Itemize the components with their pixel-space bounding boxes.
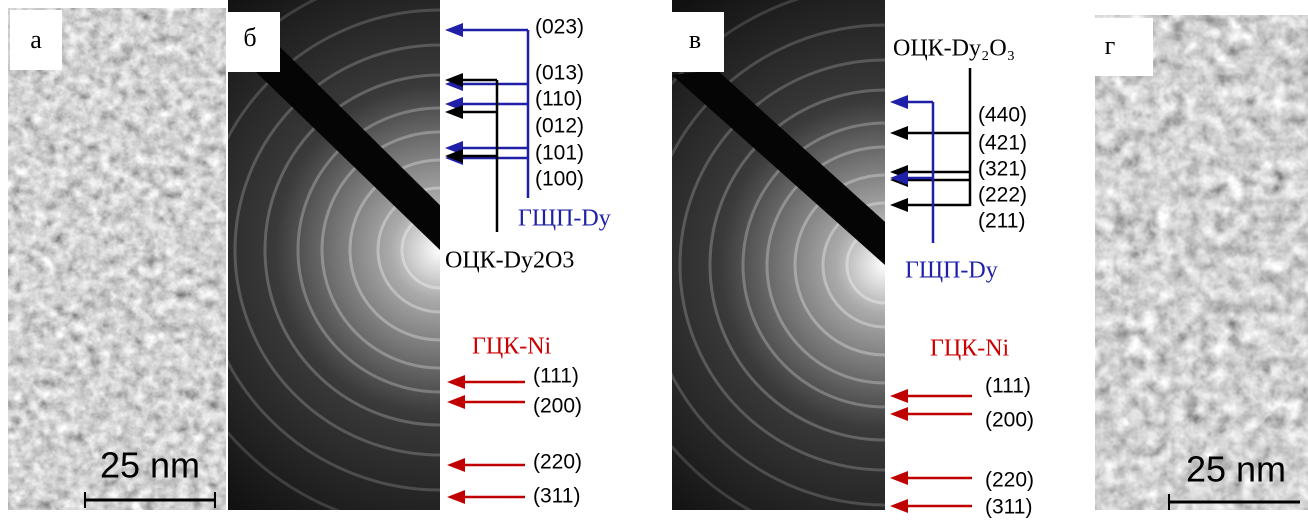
panel-label: б bbox=[243, 23, 256, 52]
arrowhead bbox=[890, 499, 908, 513]
reflection-label: (440) bbox=[978, 104, 1027, 127]
reflection-label: (311) bbox=[985, 496, 1032, 519]
arrowhead bbox=[447, 375, 465, 389]
phase-label: ГЩП-Dy bbox=[518, 206, 611, 232]
reflection-label: (222) bbox=[978, 184, 1027, 207]
arrowhead bbox=[447, 490, 465, 504]
reflection-label: (200) bbox=[985, 409, 1034, 432]
reflection-label: (211) bbox=[978, 210, 1025, 233]
reflection-label: (311) bbox=[533, 485, 580, 508]
arrowhead bbox=[890, 198, 908, 212]
arrowhead bbox=[890, 389, 908, 403]
scale-label: 25 nm bbox=[100, 445, 200, 486]
reflection-label: (111) bbox=[533, 365, 579, 388]
arrowhead bbox=[447, 458, 465, 472]
reflection-label: (111) bbox=[985, 375, 1031, 398]
reflection-label: (321) bbox=[978, 158, 1027, 181]
reflection-label: (200) bbox=[533, 395, 582, 418]
reflection-label: (421) bbox=[978, 132, 1027, 155]
label-box bbox=[1093, 18, 1153, 76]
arrowhead bbox=[445, 23, 463, 37]
reflection-label: (100) bbox=[535, 168, 584, 191]
arrowhead bbox=[890, 407, 908, 421]
phase-label: ГЩП-Dy bbox=[905, 258, 998, 284]
arrowhead bbox=[890, 126, 908, 140]
panel-label: в bbox=[689, 25, 701, 54]
figure: а б в г 25 nm 25 nm ГЩП-Dy ОЦК-Dy2O3 ГЦК… bbox=[0, 0, 1308, 520]
tem-image bbox=[8, 8, 226, 510]
reflection-label: (012) bbox=[535, 115, 584, 138]
reflection-label: (013) bbox=[535, 62, 584, 85]
phase-label: ОЦК-Dy2O3 bbox=[445, 248, 574, 274]
arrowhead bbox=[890, 471, 908, 485]
reflection-label: (220) bbox=[533, 451, 582, 474]
scale-label: 25 nm bbox=[1186, 449, 1286, 490]
diffraction-pattern bbox=[605, 0, 1165, 520]
phase-label: ОЦК-Dy₂O₃ bbox=[893, 36, 1015, 62]
reflection-label: (110) bbox=[535, 88, 582, 111]
reflection-label: (220) bbox=[985, 469, 1034, 492]
reflection-label: (101) bbox=[535, 142, 584, 165]
reflection-label: (023) bbox=[535, 16, 584, 39]
arrowhead bbox=[890, 95, 908, 109]
diffraction-pattern bbox=[160, 0, 720, 520]
phase-label: ГЦК-Ni bbox=[930, 336, 1010, 362]
panel-label: г bbox=[1105, 31, 1116, 60]
panel-label: а bbox=[30, 25, 42, 54]
arrowhead bbox=[447, 395, 465, 409]
tem-image bbox=[1095, 15, 1308, 510]
phase-label: ГЦК-Ni bbox=[472, 334, 552, 360]
